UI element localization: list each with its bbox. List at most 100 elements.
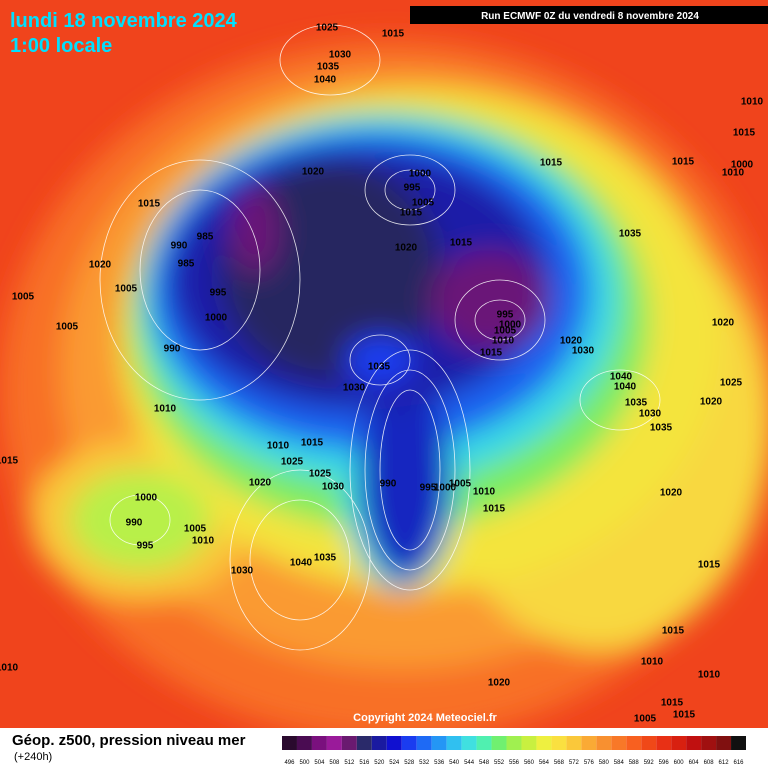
scale-swatch [701, 736, 717, 750]
scale-swatch [341, 736, 357, 750]
isobar-label: 1020 [712, 318, 735, 329]
isobar-label: 1020 [89, 260, 112, 271]
scale-swatch [521, 736, 537, 750]
scale-swatch [416, 736, 432, 750]
scale-label: 540 [449, 760, 460, 766]
isobar-label: 1025 [720, 378, 743, 389]
isobar-label: 990 [126, 518, 143, 529]
isobar-label: 1010 [492, 336, 515, 347]
isobar-label: 1025 [309, 469, 332, 480]
isobar-label: 1035 [314, 553, 337, 564]
scale-label: 576 [584, 760, 595, 766]
isobar-label: 1010 [722, 168, 745, 179]
scale-label: 600 [674, 760, 685, 766]
isobar-label: 1005 [494, 326, 517, 337]
isobar-label: 1005 [56, 322, 79, 333]
isobar-label: 1000 [205, 313, 228, 324]
isobar-label: 1010 [698, 670, 721, 681]
isobar-label: 990 [171, 241, 188, 252]
isobar-label: 1005 [12, 292, 35, 303]
scale-label: 568 [554, 760, 565, 766]
scale-label: 612 [719, 760, 730, 766]
scale-swatch [476, 736, 492, 750]
scale-swatch [641, 736, 657, 750]
scale-label: 508 [329, 760, 340, 766]
isobar-label: 1035 [650, 423, 673, 434]
scale-label: 528 [404, 760, 415, 766]
scale-swatch [611, 736, 627, 750]
isobar-label: 1015 [0, 456, 19, 467]
footer-title: Géop. z500, pression niveau mer [12, 732, 246, 749]
isobar-label: 995 [210, 288, 227, 299]
scale-label: 556 [509, 760, 520, 766]
isobar-label: 1015 [480, 348, 503, 359]
isobar-label: 985 [178, 259, 195, 270]
scale-swatch [491, 736, 507, 750]
scale-swatch [596, 736, 612, 750]
isobar-label: 1000 [135, 493, 158, 504]
isobar-label: 995 [404, 183, 421, 194]
isobar-label: 1015 [673, 710, 696, 721]
isobar-label: 1035 [625, 398, 648, 409]
isobar-label: 1035 [368, 362, 391, 373]
isobar-label: 1030 [639, 409, 662, 420]
footer-lead: (+240h) [14, 751, 52, 763]
isobar-label: 1015 [301, 438, 324, 449]
scale-swatch [371, 736, 387, 750]
run-info: Run ECMWF 0Z du vendredi 8 novembre 2024 [481, 11, 699, 22]
isobar-label: 1020 [488, 678, 511, 689]
scale-label: 536 [434, 760, 445, 766]
isobar-label: 1015 [450, 238, 473, 249]
isobar-label: 995 [420, 483, 437, 494]
isobar-label: 1040 [610, 372, 633, 383]
isobar-label: 1005 [115, 284, 138, 295]
scale-label: 496 [284, 760, 295, 766]
isobar-label: 1010 [154, 404, 177, 415]
scale-swatch [671, 736, 687, 750]
isobar-label: 1000 [434, 483, 457, 494]
isobar-label: 1010 [267, 441, 290, 452]
date-title: lundi 18 novembre 2024 [10, 10, 238, 32]
scale-swatch [446, 736, 462, 750]
scale-label: 548 [479, 760, 490, 766]
scale-label: 564 [539, 760, 550, 766]
isobar-label: 1020 [560, 336, 583, 347]
isobar-label: 1010 [641, 657, 664, 668]
isobar-label: 1020 [395, 243, 418, 254]
isobar-label: 1015 [672, 157, 695, 168]
isobar-label: 1020 [249, 478, 272, 489]
scale-label: 596 [659, 760, 670, 766]
isobar-label: 1025 [281, 457, 304, 468]
scale-swatch [401, 736, 417, 750]
isobar-label: 995 [497, 310, 514, 321]
isobar-label: 1010 [473, 487, 496, 498]
isobar-label: 1040 [314, 75, 337, 86]
scale-label: 500 [299, 760, 310, 766]
scale-swatch [566, 736, 582, 750]
isobar-label: 1000 [499, 320, 522, 331]
scale-swatch [656, 736, 672, 750]
scale-swatch [686, 736, 702, 750]
scale-swatch [326, 736, 342, 750]
scale-swatch [536, 736, 552, 750]
scale-label: 532 [419, 760, 430, 766]
isobar-label: 1015 [698, 560, 721, 571]
scale-label: 552 [494, 760, 505, 766]
isobar-label: 995 [137, 541, 154, 552]
isobar-label: 1020 [302, 167, 325, 178]
scale-label: 592 [644, 760, 655, 766]
scale-label: 524 [389, 760, 400, 766]
isobar-label: 1040 [290, 558, 313, 569]
isobar-label: 1010 [0, 663, 19, 674]
isobar-label: 1025 [316, 23, 339, 34]
scale-swatch [296, 736, 312, 750]
isobar-label: 1005 [412, 198, 435, 209]
scale-swatch [716, 736, 732, 750]
isobar-label: 985 [197, 232, 214, 243]
scale-swatch [282, 736, 297, 750]
scale-label: 512 [344, 760, 355, 766]
isobar-label: 1030 [322, 482, 345, 493]
scale-label: 572 [569, 760, 580, 766]
isobar-label: 1005 [634, 714, 657, 725]
